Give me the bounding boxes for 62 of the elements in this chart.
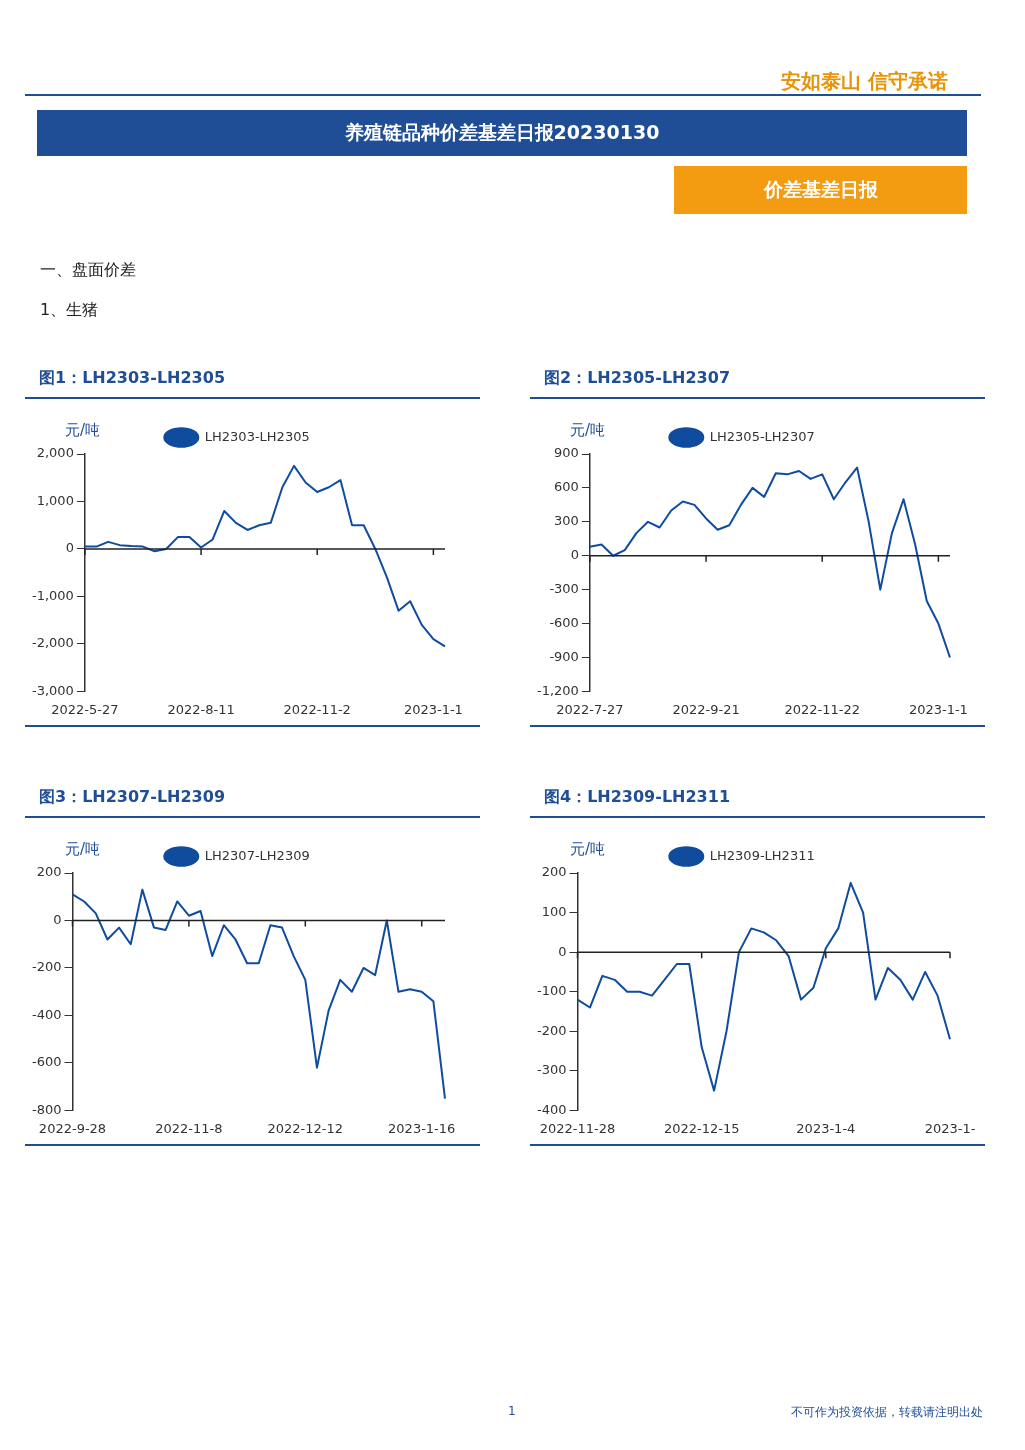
y-tick-label: 900: [554, 445, 579, 461]
y-tick-label: 0: [570, 547, 579, 563]
y-tick-label: -1,200: [536, 682, 579, 698]
x-tick-label: 2023-1-16: [388, 1120, 456, 1136]
y-tick-label: 600: [554, 479, 579, 495]
y-tick-label: -400: [536, 1101, 567, 1117]
text: 价差基差日报: [674, 166, 967, 214]
y-tick-label: 300: [554, 513, 579, 529]
x-tick-label: 2022-7-27: [556, 701, 624, 717]
y-axis-title: 元/吨: [65, 421, 101, 440]
y-tick-label: -3,000: [31, 682, 74, 698]
x-tick-label: 2022-11-28: [539, 1120, 616, 1136]
text: 1: [508, 1404, 516, 1418]
y-tick-label: 200: [36, 864, 62, 880]
y-tick-label: 100: [541, 903, 567, 919]
y-tick-label: -800: [31, 1101, 62, 1117]
legend-label: LH2305-LH2307: [709, 428, 815, 444]
y-tick-label: 0: [558, 943, 567, 959]
chart-title: 图2：LH2305-LH2307: [530, 368, 985, 399]
y-axis-title: 元/吨: [570, 421, 606, 440]
y-axis-title: 元/吨: [65, 840, 101, 859]
legend-label: LH2307-LH2309: [204, 847, 310, 863]
y-tick-label: -1,000: [31, 587, 74, 603]
text: 1、生猪: [40, 300, 99, 321]
x-tick-label: 2022-5-27: [51, 701, 119, 717]
chart-title: 图1：LH2303-LH2305: [25, 368, 480, 399]
x-tick-label: 2023-1-1: [403, 701, 463, 717]
x-tick-label: 2022-11-2: [283, 701, 351, 717]
legend-label: LH2303-LH2305: [204, 428, 310, 444]
y-tick-label: -300: [536, 1062, 567, 1078]
x-tick-label: 2022-9-21: [672, 701, 740, 717]
y-axis-title: 元/吨: [570, 840, 606, 859]
text: 安如泰山 信守承诺: [781, 68, 948, 95]
x-tick-label: 2023-1-4: [796, 1120, 856, 1136]
x-tick-label: 2022-9-28: [38, 1120, 107, 1136]
legend-label: LH2309-LH2311: [709, 847, 815, 863]
y-tick-label: -900: [549, 648, 579, 664]
y-tick-label: -100: [536, 983, 567, 999]
text: 不可作为投资依据，转载请注明出处: [791, 1404, 983, 1421]
y-tick-label: 0: [53, 911, 62, 927]
y-tick-label: -300: [549, 581, 579, 597]
x-tick-label: 2022-11-22: [784, 701, 861, 717]
y-tick-label: 2,000: [36, 445, 74, 461]
x-tick-label: 2022-8-11: [167, 701, 235, 717]
y-tick-label: 1,000: [36, 492, 74, 508]
y-tick-label: 0: [65, 540, 74, 556]
y-tick-label: -2,000: [31, 635, 74, 651]
y-tick-label: -200: [31, 959, 62, 975]
x-tick-label: 2022-12-12: [267, 1120, 344, 1136]
x-tick-label: 2022-11-8: [155, 1120, 223, 1136]
chart-title: 图3：LH2307-LH2309: [25, 787, 480, 818]
text: 一、盘面价差: [40, 260, 136, 281]
y-tick-label: -200: [536, 1022, 567, 1038]
x-tick-label: 2023-1-: [924, 1120, 976, 1136]
chart-title: 图4：LH2309-LH2311: [530, 787, 985, 818]
y-tick-label: -600: [31, 1054, 62, 1070]
text: 养殖链品种价差基差日报20230130: [37, 110, 967, 156]
x-tick-label: 2022-12-15: [663, 1120, 740, 1136]
y-tick-label: 200: [541, 864, 567, 880]
y-tick-label: -600: [549, 614, 579, 630]
x-tick-label: 2023-1-1: [908, 701, 968, 717]
y-tick-label: -400: [31, 1006, 62, 1022]
